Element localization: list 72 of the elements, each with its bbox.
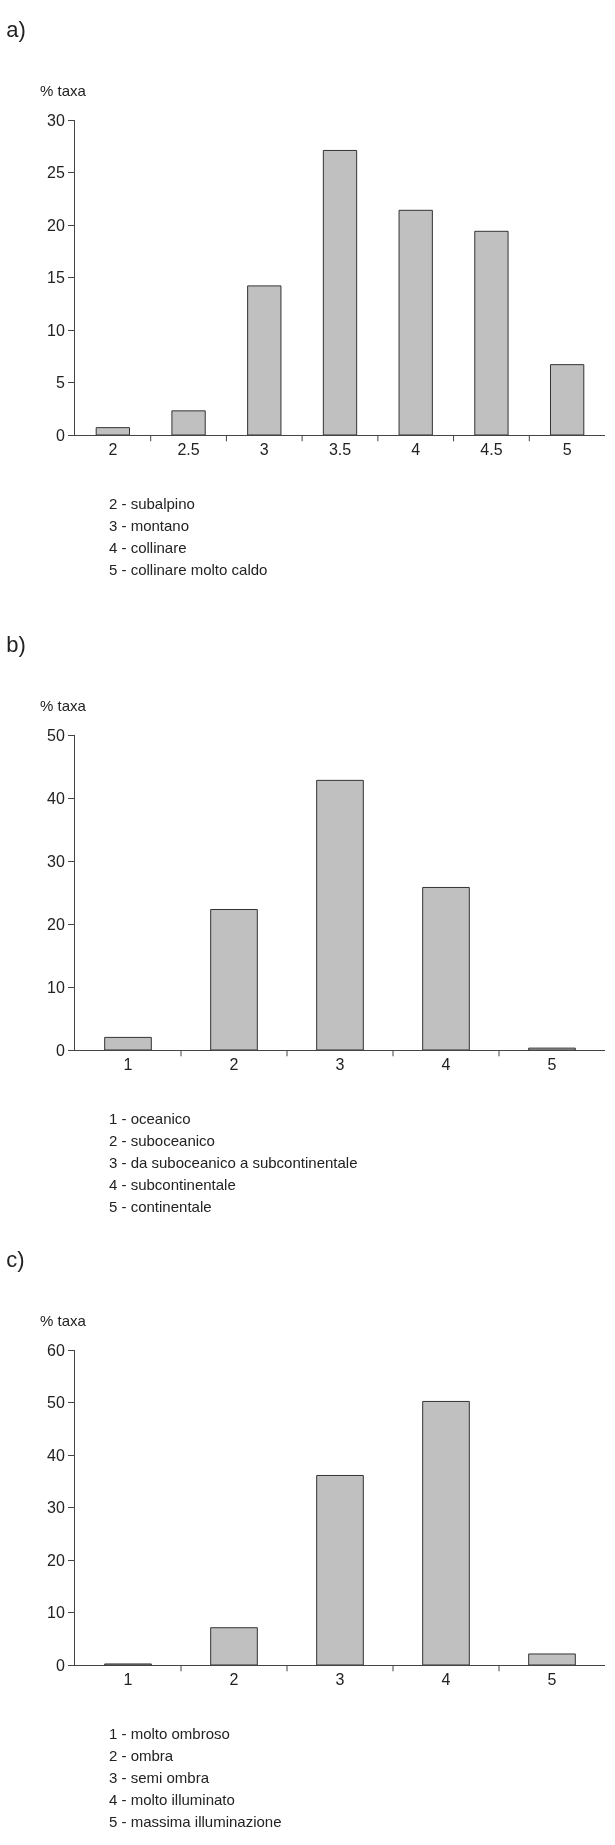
y-tick-label: 10 [47,978,65,996]
x-tick-label: 3.5 [328,441,352,459]
y-tick-label: 10 [47,1604,65,1622]
y-tick-label: 0 [55,1656,65,1674]
text: 1 - molto ombroso [109,1725,230,1742]
y-axis-title: % taxa [40,697,87,714]
text: 2 - suboceanico [109,1132,215,1149]
y-tick-label: 30 [47,852,65,870]
y-tick-label: 20 [47,915,65,933]
text: 2 - subalpino [109,495,195,512]
text: 4 - collinare [109,539,187,556]
y-axis-title: % taxa [40,82,87,99]
x-tick-label: 5 [547,1056,557,1074]
x-tick-label: 5 [562,441,572,459]
y-tick-label: 50 [47,726,65,744]
text: 4 - subcontinentale [109,1176,236,1193]
y-tick-label: 5 [55,374,65,392]
x-tick-label: 2 [108,441,118,459]
y-axis-title: % taxa [40,1312,87,1329]
x-tick-label: 2.5 [177,441,200,459]
bar [316,1474,364,1665]
x-tick-label: 3 [259,441,269,459]
chart-title: a) [6,16,26,42]
bar [247,285,282,435]
x-tick-label: 3 [335,1056,345,1074]
x-tick-label: 4 [441,1056,451,1074]
text: 1 - oceanico [109,1110,191,1127]
chart-title: b) [6,631,26,657]
bar [422,886,470,1050]
bar [104,1036,152,1050]
x-tick-label: 1 [123,1056,133,1074]
x-tick-label: 4 [441,1671,451,1689]
bar [322,149,358,435]
text: 5 - continentale [109,1198,212,1215]
x-tick-label: 2 [229,1671,239,1689]
text: 3 - montano [109,517,190,534]
bar [95,427,131,435]
y-tick-label: 40 [47,789,65,807]
chart-title: c) [6,1246,25,1272]
bar [210,909,258,1050]
bar [549,364,585,435]
y-tick-label: 60 [47,1341,65,1359]
bar [316,779,364,1050]
y-tick-label: 0 [55,1041,65,1059]
text: 4 - molto illuminato [109,1791,235,1808]
x-tick-label: 2 [229,1056,239,1074]
bar [171,410,206,435]
bar [528,1653,576,1665]
text: 3 - semi ombra [109,1769,210,1786]
text: 5 - collinare molto caldo [109,561,268,578]
y-tick-label: 15 [47,269,65,287]
y-tick-label: 0 [55,426,65,444]
x-tick-label: 5 [547,1671,557,1689]
x-tick-label: 4.5 [480,441,503,459]
y-tick-label: 25 [47,164,65,182]
y-tick-label: 10 [47,321,65,339]
bar [398,209,433,435]
y-tick-label: 50 [47,1394,65,1412]
y-tick-label: 30 [47,1499,65,1517]
y-tick-label: 40 [47,1446,65,1464]
x-tick-label: 1 [123,1671,133,1689]
text: 5 - massima illuminazione [109,1813,282,1830]
bar [422,1400,470,1665]
text: 2 - ombra [109,1747,174,1764]
text: 3 - da suboceanico a subcontinentale [109,1154,358,1171]
y-tick-label: 20 [47,1551,65,1569]
bar [210,1627,258,1665]
y-tick-label: 20 [47,216,65,234]
x-tick-label: 3 [335,1671,345,1689]
x-tick-label: 4 [411,441,421,459]
y-tick-label: 30 [47,111,65,129]
bar [474,230,509,435]
